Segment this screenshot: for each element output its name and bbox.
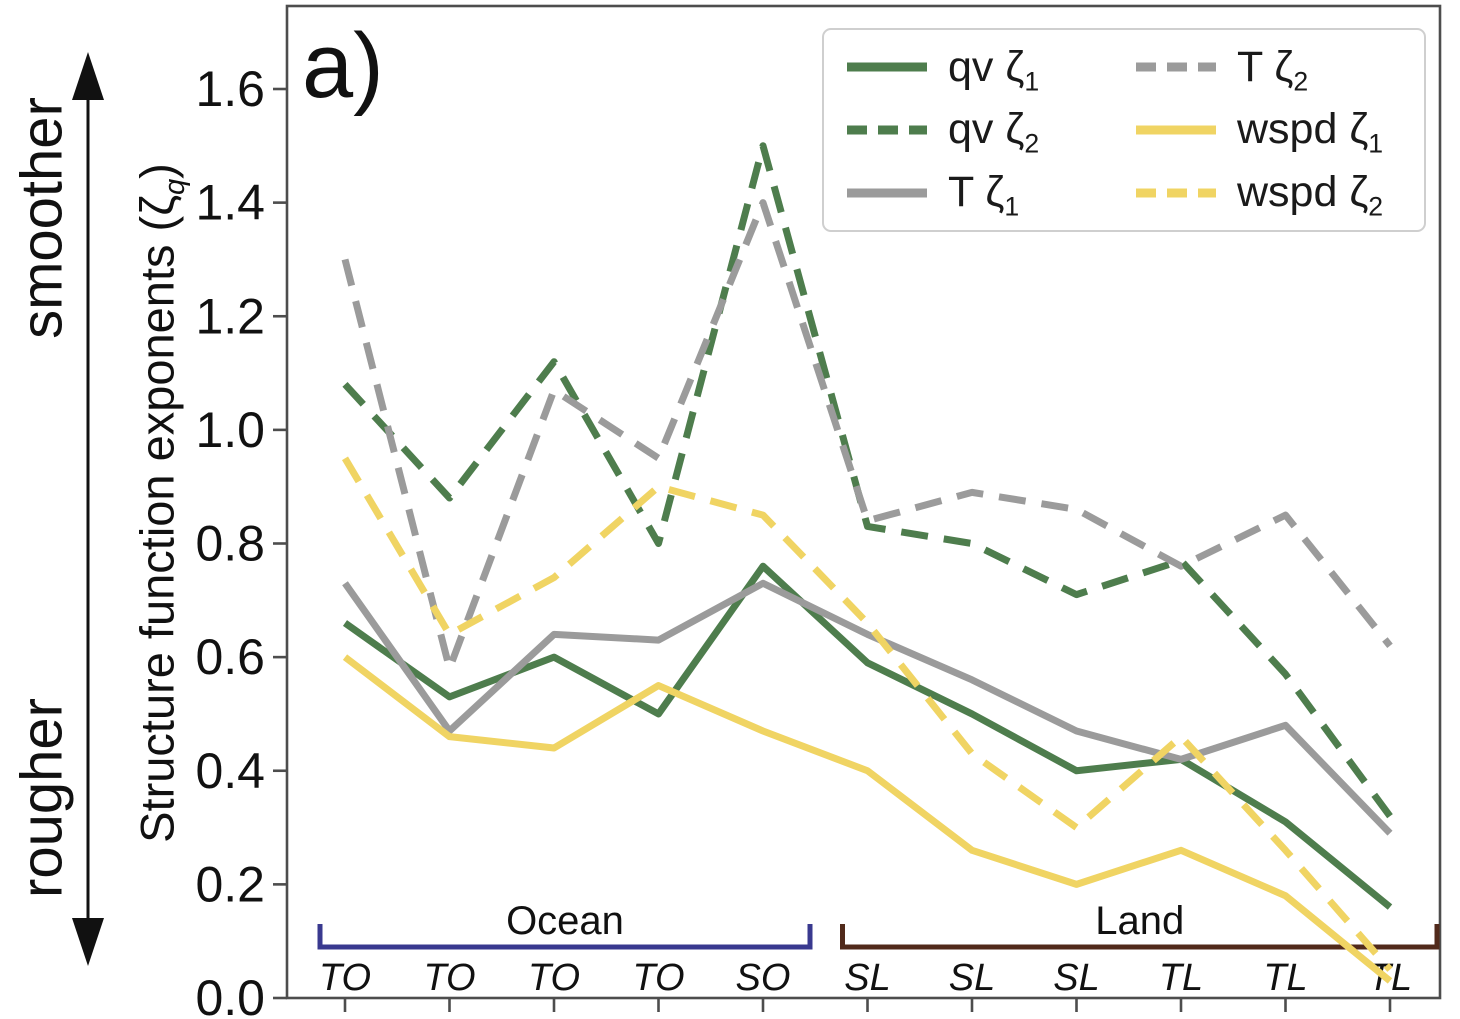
y-tick-label: 1.2 [195,288,265,344]
series-line-t-z1 [342,579,1393,836]
land-bracket-label: Land [1095,899,1184,943]
y-tick-label: 0.0 [195,970,265,1019]
panel-label: a) [302,15,384,117]
x-category-label: SL [1053,957,1099,999]
y-tick-label: 0.6 [195,629,265,685]
series-line-qv-z1 [342,562,1393,910]
legend-item-wspd-z2: wspd ζ2 [1135,168,1424,222]
land-bracket [840,924,1440,950]
rougher-annotation: rougher [9,698,75,898]
legend-item-qv-z2: qv ζ2 [846,105,1135,160]
legend-item-wspd-z1: wspd ζ1 [1135,105,1424,160]
legend-swatch-qv-z1 [847,62,927,72]
legend-swatch-qv-z2 [847,125,927,135]
legend-swatch-t-z2 [1136,62,1216,72]
legend-label-t-z2: T ζ2 [1237,42,1309,97]
arrow-down-head-icon [72,918,104,966]
legend-item-t-z2: T ζ2 [1135,42,1424,97]
smoother-annotation: smoother [9,97,75,339]
x-category-label: SO [736,957,791,999]
x-category-label: SL [949,957,995,999]
plot-frame [285,4,1442,1000]
legend-label-qv-z2: qv ζ2 [948,105,1040,160]
y-axis-zeta: ζ [130,195,184,216]
x-category-label: SL [844,957,890,999]
legend-label-qv-z1: qv ζ1 [948,42,1040,97]
legend-swatch-wspd-z1 [1136,125,1216,135]
y-axis-label: Structure function exponents (ζq) [130,163,191,843]
legend-item-qv-z1: qv ζ1 [846,42,1135,97]
legend-label-wspd-z2: wspd ζ2 [1237,168,1384,222]
legend-swatch-wspd-z2 [1136,188,1216,198]
x-category-label: TO [319,957,371,999]
series-line-t-z2 [341,199,1393,672]
series-line-qv-z2 [342,142,1393,819]
legend-label-wspd-z1: wspd ζ1 [1237,105,1384,160]
y-axis-sub: q [158,178,191,196]
series-line-wspd-z2 [341,456,1393,972]
legend-swatch-t-z1 [847,188,927,198]
y-tick-label: 0.2 [195,856,265,912]
y-tick-label: 1.4 [195,175,265,231]
ocean-bracket [317,924,813,950]
y-axis-label-suffix: ) [130,163,184,179]
series-line-wspd-z1 [342,654,1393,984]
x-category-label: TO [632,957,684,999]
legend: qv ζ1 qv ζ2 T ζ1 T ζ2 wspd ζ1 wspd ζ2 [822,28,1426,232]
x-category-label: TO [423,957,475,999]
x-category-label: TO [528,957,580,999]
legend-item-t-z1: T ζ1 [846,168,1135,222]
y-tick-label: 1.6 [195,61,265,117]
legend-label-t-z1: T ζ1 [948,168,1020,222]
y-axis-label-prefix: Structure function exponents ( [130,215,184,843]
x-category-label: TL [1263,957,1307,999]
y-tick-label: 1.0 [195,402,265,458]
y-tick-label: 0.4 [195,743,265,799]
arrow-up-head-icon [72,52,104,100]
ocean-bracket-label: Ocean [506,899,624,943]
y-tick-label: 0.8 [195,516,265,572]
x-category-label: TL [1159,957,1203,999]
